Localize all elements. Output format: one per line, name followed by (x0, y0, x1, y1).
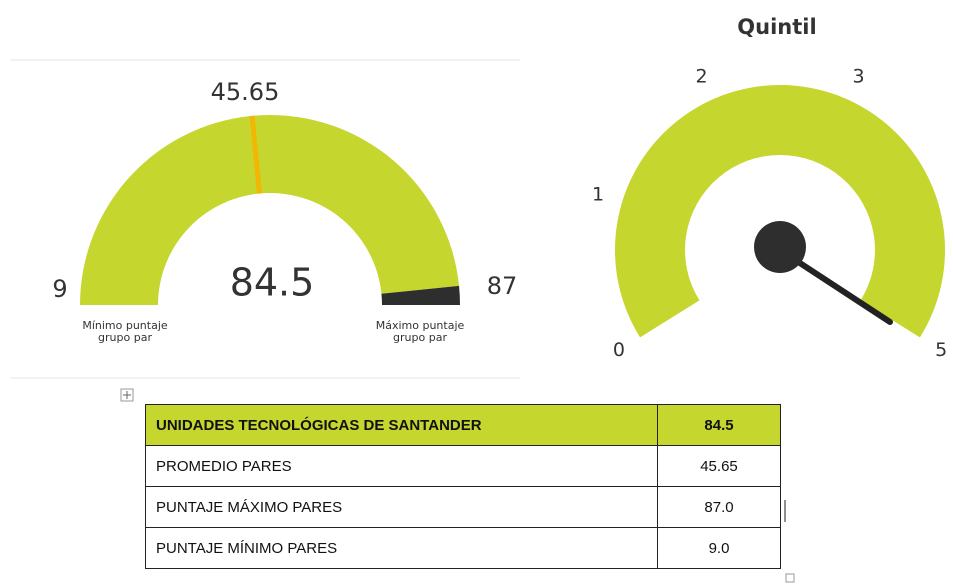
cell: 9.0 (657, 527, 781, 569)
table-move-handle[interactable] (120, 388, 134, 402)
min-caption: Mínimo puntaje (82, 319, 168, 332)
table-resize-handle[interactable] (785, 573, 795, 583)
gauge-marker (249, 115, 262, 194)
cell: PROMEDIO PARES (145, 445, 658, 487)
cell: UNIDADES TECNOLÓGICAS DE SANTANDER (145, 404, 658, 446)
quintil-tick-label: 3 (852, 65, 864, 87)
min-label: 9 (52, 275, 67, 303)
cell: PUNTAJE MÍNIMO PARES (145, 527, 658, 569)
table-row: PROMEDIO PARES 45.65 (145, 445, 781, 487)
gauge-rest-arc (381, 285, 460, 305)
quintil-tick-label: 1 (592, 184, 604, 206)
gauge-value-arc (80, 114, 460, 306)
quintil-tick-label: 5 (935, 339, 947, 361)
max-label: 87 (487, 272, 518, 300)
cell: PUNTAJE MÁXIMO PARES (145, 486, 658, 528)
table-row: PUNTAJE MÁXIMO PARES 87.0 (145, 486, 781, 528)
results-table: UNIDADES TECNOLÓGICAS DE SANTANDER 84.5 P… (145, 404, 781, 569)
min-caption: grupo par (98, 331, 152, 344)
table-row: PUNTAJE MÍNIMO PARES 9.0 (145, 527, 781, 569)
value-label: 84.5 (230, 261, 315, 305)
quintil-tick-label: 2 (695, 65, 707, 87)
quintil-arc (615, 84, 945, 338)
table-move-icon (123, 391, 131, 399)
quintil-hub (754, 221, 806, 273)
cell: 84.5 (657, 404, 781, 446)
max-caption: Máximo puntaje (376, 319, 465, 332)
quintil-tick-label: 0 (613, 339, 625, 361)
marker-label: 45.65 (211, 78, 280, 106)
table-row: UNIDADES TECNOLÓGICAS DE SANTANDER 84.5 (145, 404, 781, 446)
cell: 45.65 (657, 445, 781, 487)
quintil-title: Quintil (737, 15, 816, 39)
cell: 87.0 (657, 486, 781, 528)
max-caption: grupo par (393, 331, 447, 344)
